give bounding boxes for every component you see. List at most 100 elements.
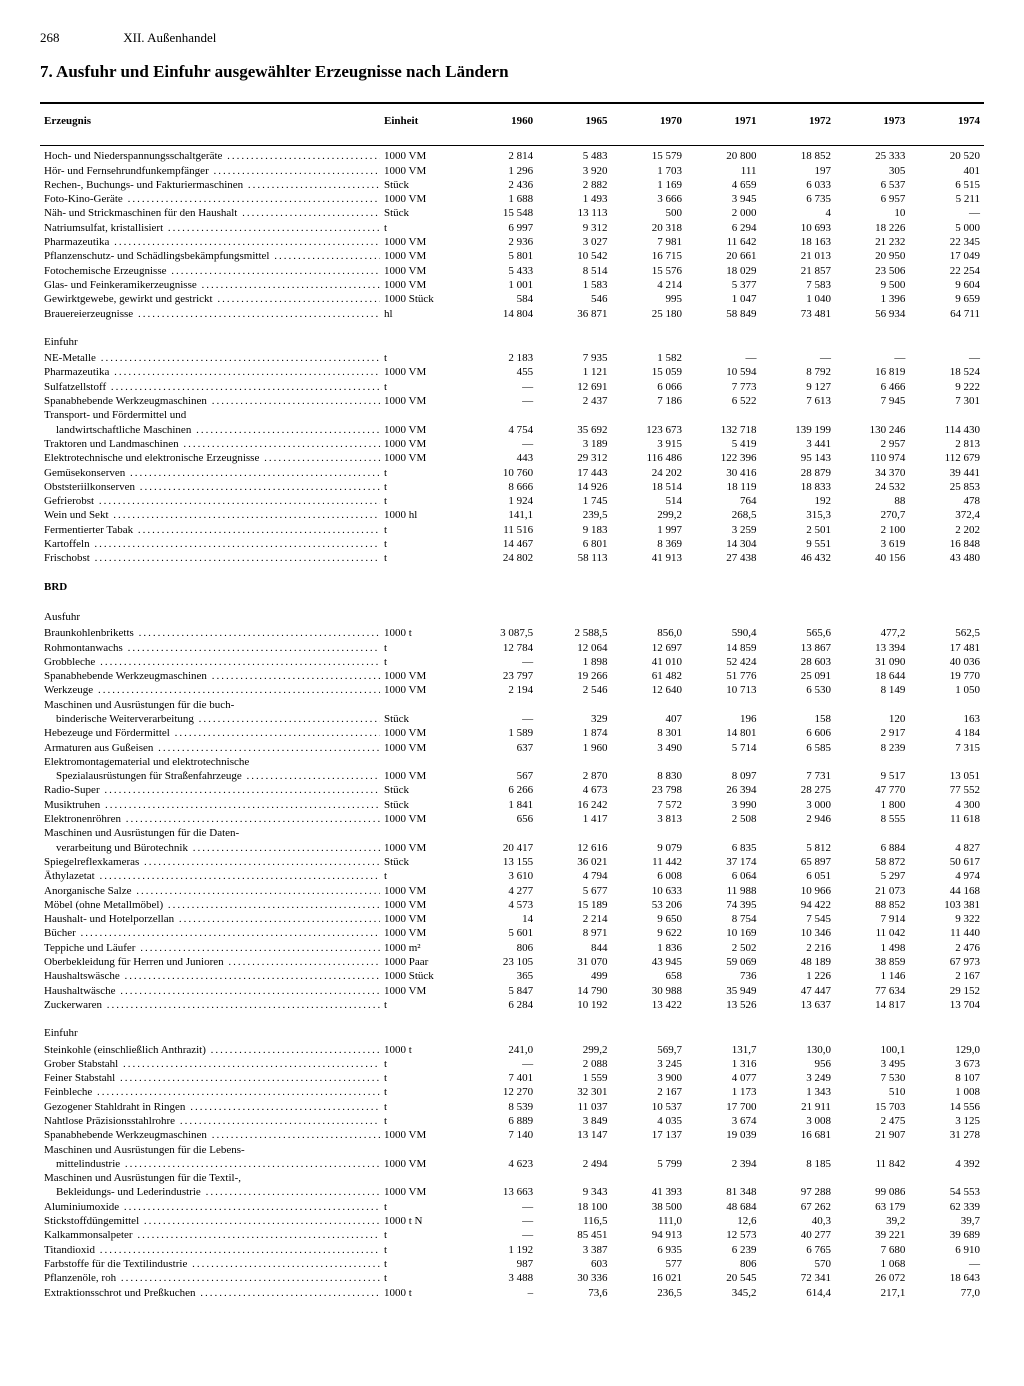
col-1960: 1960 [463,110,537,142]
value-cell: 31 090 [835,655,909,669]
table-row: Näh- und Strickmaschinen für den Haushal… [40,206,984,220]
value-cell: 2 183 [463,351,537,365]
value-cell: 8 239 [835,741,909,755]
value-cell: 38 500 [611,1200,685,1214]
value-cell: 7 773 [686,380,760,394]
value-cell: — [463,1057,537,1071]
value-cell: 39 441 [909,466,984,480]
value-cell: 2 475 [835,1114,909,1128]
col-1972: 1972 [760,110,834,142]
unit: t [380,869,463,883]
value-cell: — [463,380,537,394]
value-cell: 3 619 [835,537,909,551]
value-cell: 1 800 [835,798,909,812]
value-cell: 1 040 [760,292,834,306]
table-row: Anorganische Salze1000 VM4 2775 67710 63… [40,884,984,898]
value-cell: 4 623 [463,1157,537,1171]
product-name: Spanabhebende Werkzeugmaschinen [40,1128,380,1142]
col-unit: Einheit [380,110,463,142]
value-cell: 31 278 [909,1128,984,1142]
value-cell: 116 486 [611,451,685,465]
value-cell: 85 451 [537,1228,611,1242]
unit: 1000 VM [380,264,463,278]
value-cell: 9 312 [537,221,611,235]
value-cell: 63 179 [835,1200,909,1214]
value-cell: 20 950 [835,249,909,263]
table-row: Bücher1000 VM5 6018 9719 62210 16910 346… [40,926,984,940]
product-name: Nahtlose Präzisionsstahlrohre [40,1114,380,1128]
value-cell: 38 859 [835,955,909,969]
value-cell: 8 555 [835,812,909,826]
value-cell: 8 754 [686,912,760,926]
value-cell: 217,1 [835,1286,909,1300]
value-cell: 6 284 [463,998,537,1012]
unit: 1000 t [380,1043,463,1057]
table-row: Spanabhebende Werkzeugmaschinen1000 VM23… [40,669,984,683]
value-cell: 12 691 [537,380,611,394]
value-cell: 315,3 [760,508,834,522]
unit: t [380,551,463,565]
value-cell: 21 857 [760,264,834,278]
value-cell: 6 735 [760,192,834,206]
value-cell: 6 064 [686,869,760,883]
value-cell: 11 042 [835,926,909,940]
col-1970: 1970 [611,110,685,142]
value-cell: 122 396 [686,451,760,465]
value-cell: 1 121 [537,365,611,379]
product-name: Näh- und Strickmaschinen für den Haushal… [40,206,380,220]
unit: t [380,480,463,494]
value-cell: 299,2 [611,508,685,522]
value-cell: 10 169 [686,926,760,940]
unit: t [380,1100,463,1114]
table-row: Titandioxidt1 1923 3876 9356 2396 7657 6… [40,1243,984,1257]
product-name: Zuckerwaren [40,998,380,1012]
unit: Stück [380,855,463,869]
product-name: binderische Weiterverarbeitung [40,712,380,726]
product-name: Äthylazetat [40,869,380,883]
value-cell: 6 884 [835,841,909,855]
value-cell: 1 582 [611,351,685,365]
value-cell: 114 430 [909,423,984,437]
unit: Stück [380,178,463,192]
value-cell: 129,0 [909,1043,984,1057]
product-name: Wein und Sekt [40,508,380,522]
value-cell: 1 745 [537,494,611,508]
value-cell: 4 277 [463,884,537,898]
value-cell: 6 466 [835,380,909,394]
value-cell: 14 467 [463,537,537,551]
value-cell: 30 988 [611,984,685,998]
page-number: 268 [40,30,120,46]
unit: 1000 VM [380,437,463,451]
value-cell: 17 137 [611,1128,685,1142]
value-cell: 6 935 [611,1243,685,1257]
unit: 1000 hl [380,508,463,522]
value-cell: 18 643 [909,1271,984,1285]
value-cell: 9 343 [537,1185,611,1199]
product-name-wrap: Elektromontagematerial und elektrotechni… [40,755,984,769]
subheader: Ausfuhr [40,596,984,626]
table-row: Traktoren und Landmaschinen1000 VM—3 189… [40,437,984,451]
value-cell: 123 673 [611,423,685,437]
product-name-wrap: Maschinen und Ausrüstungen für die Daten… [40,826,984,840]
value-cell: 25 180 [611,307,685,321]
value-cell: 20 417 [463,841,537,855]
table-row: Fotochemische Erzeugnisse1000 VM5 4338 5… [40,264,984,278]
value-cell: 6 606 [760,726,834,740]
value-cell: 22 254 [909,264,984,278]
value-cell: 21 073 [835,884,909,898]
value-cell: — [463,1200,537,1214]
value-cell: 270,7 [835,508,909,522]
value-cell: 37 174 [686,855,760,869]
value-cell: 567 [463,769,537,783]
value-cell: 5 812 [760,841,834,855]
value-cell: 1 703 [611,164,685,178]
value-cell: 19 770 [909,669,984,683]
value-cell: 73 481 [760,307,834,321]
product-name: Gefrierobst [40,494,380,508]
table-row: Transport- und Fördermittel und [40,408,984,422]
table-row: Gezogener Stahldraht in Ringent8 53911 0… [40,1100,984,1114]
table-row: BRD [40,566,984,596]
value-cell: 477,2 [835,626,909,640]
value-cell: 7 914 [835,912,909,926]
value-cell: 34 370 [835,466,909,480]
